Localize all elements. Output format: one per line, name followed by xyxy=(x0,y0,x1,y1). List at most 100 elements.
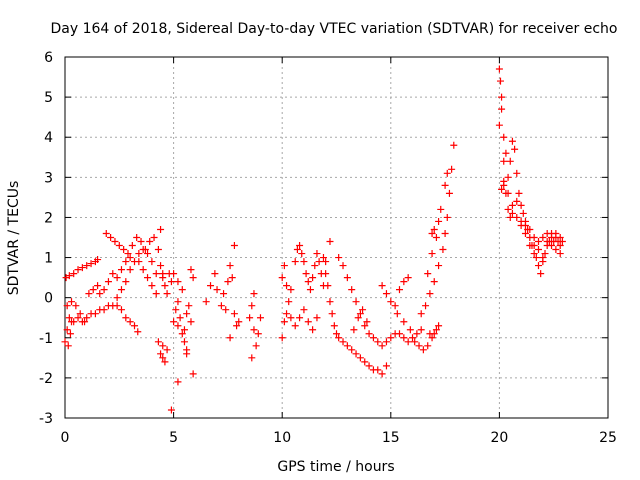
data-point-marker xyxy=(224,278,232,286)
data-point-marker xyxy=(126,266,134,274)
data-point-marker xyxy=(250,326,258,334)
data-point-marker xyxy=(65,272,73,280)
data-point-marker xyxy=(174,298,182,306)
data-point-marker xyxy=(435,217,443,225)
data-point-marker xyxy=(441,181,449,189)
data-point-marker xyxy=(100,306,108,314)
data-point-marker xyxy=(534,238,542,246)
data-point-marker xyxy=(74,266,82,274)
data-point-marker xyxy=(504,173,512,181)
data-point-marker xyxy=(361,322,369,330)
data-point-marker xyxy=(159,274,167,282)
data-point-marker xyxy=(68,298,76,306)
data-point-marker xyxy=(122,278,130,286)
data-point-marker xyxy=(558,238,566,246)
data-point-marker xyxy=(122,314,130,322)
data-point-marker xyxy=(430,225,438,233)
data-point-marker xyxy=(532,254,540,262)
data-point-marker xyxy=(330,322,338,330)
data-point-marker xyxy=(148,282,156,290)
data-point-marker xyxy=(552,246,560,254)
data-point-marker xyxy=(94,256,102,264)
data-point-marker xyxy=(161,282,169,290)
data-point-marker xyxy=(287,314,295,322)
data-point-marker xyxy=(395,286,403,294)
data-point-marker xyxy=(174,378,182,386)
data-point-marker xyxy=(339,338,347,346)
data-point-marker xyxy=(424,342,432,350)
data-point-marker xyxy=(365,330,373,338)
data-point-marker xyxy=(122,258,130,266)
data-point-marker xyxy=(102,229,110,237)
data-point-marker xyxy=(500,133,508,141)
data-point-marker xyxy=(521,221,529,229)
data-point-marker xyxy=(291,322,299,330)
data-point-marker xyxy=(322,258,330,266)
data-point-marker xyxy=(437,205,445,213)
data-point-marker xyxy=(298,250,306,258)
data-point-marker xyxy=(356,310,364,318)
data-point-marker xyxy=(256,314,264,322)
data-points xyxy=(61,65,566,414)
data-point-marker xyxy=(530,250,538,258)
data-point-marker xyxy=(428,334,436,342)
data-point-marker xyxy=(100,286,108,294)
data-point-marker xyxy=(382,338,390,346)
data-point-marker xyxy=(404,338,412,346)
data-point-marker xyxy=(556,242,564,250)
data-point-marker xyxy=(66,330,74,338)
data-point-marker xyxy=(426,330,434,338)
data-point-marker xyxy=(104,278,112,286)
data-point-marker xyxy=(172,306,180,314)
data-point-marker xyxy=(63,302,71,310)
data-point-marker xyxy=(343,274,351,282)
data-point-marker xyxy=(144,250,152,258)
data-point-marker xyxy=(64,342,72,350)
data-point-marker xyxy=(441,229,449,237)
data-point-marker xyxy=(189,274,197,282)
data-point-marker xyxy=(111,238,119,246)
data-point-marker xyxy=(185,302,193,310)
data-point-marker xyxy=(283,282,291,290)
data-point-marker xyxy=(131,322,139,330)
data-point-marker xyxy=(326,238,334,246)
data-point-marker xyxy=(228,274,236,282)
data-point-marker xyxy=(76,310,84,318)
data-point-marker xyxy=(500,157,508,165)
data-point-marker xyxy=(135,258,143,266)
data-point-marker xyxy=(500,177,508,185)
data-point-marker xyxy=(443,169,451,177)
data-point-marker xyxy=(335,254,343,262)
data-point-marker xyxy=(144,274,152,282)
data-point-marker xyxy=(556,250,564,258)
data-point-marker xyxy=(315,258,323,266)
data-point-marker xyxy=(352,350,360,358)
data-point-marker xyxy=(333,330,340,338)
data-point-marker xyxy=(120,246,128,254)
data-point-marker xyxy=(359,306,367,314)
data-point-marker xyxy=(428,250,436,258)
data-point-marker xyxy=(495,65,503,73)
data-point-marker xyxy=(70,270,78,278)
data-point-marker xyxy=(378,370,386,378)
data-point-marker xyxy=(178,330,186,338)
data-point-marker xyxy=(280,262,288,270)
data-point-marker xyxy=(413,330,421,338)
data-point-marker xyxy=(233,322,241,330)
data-point-marker xyxy=(356,354,364,362)
data-point-marker xyxy=(374,338,382,346)
data-point-marker xyxy=(176,314,184,322)
data-point-marker xyxy=(513,169,521,177)
data-point-marker xyxy=(324,282,332,290)
y-axis-label: SDTVAR / TECUs xyxy=(6,181,22,296)
data-point-marker xyxy=(534,262,542,270)
y-tick-label: 1 xyxy=(44,251,53,267)
chart-title: Day 164 of 2018, Sidereal Day-to-day VTE… xyxy=(51,21,618,37)
data-point-marker xyxy=(313,314,321,322)
data-point-marker xyxy=(72,302,80,310)
data-point-marker xyxy=(235,318,243,326)
data-point-marker xyxy=(530,234,538,241)
data-point-marker xyxy=(541,250,549,258)
data-point-marker xyxy=(443,213,451,221)
data-point-marker xyxy=(117,306,125,314)
